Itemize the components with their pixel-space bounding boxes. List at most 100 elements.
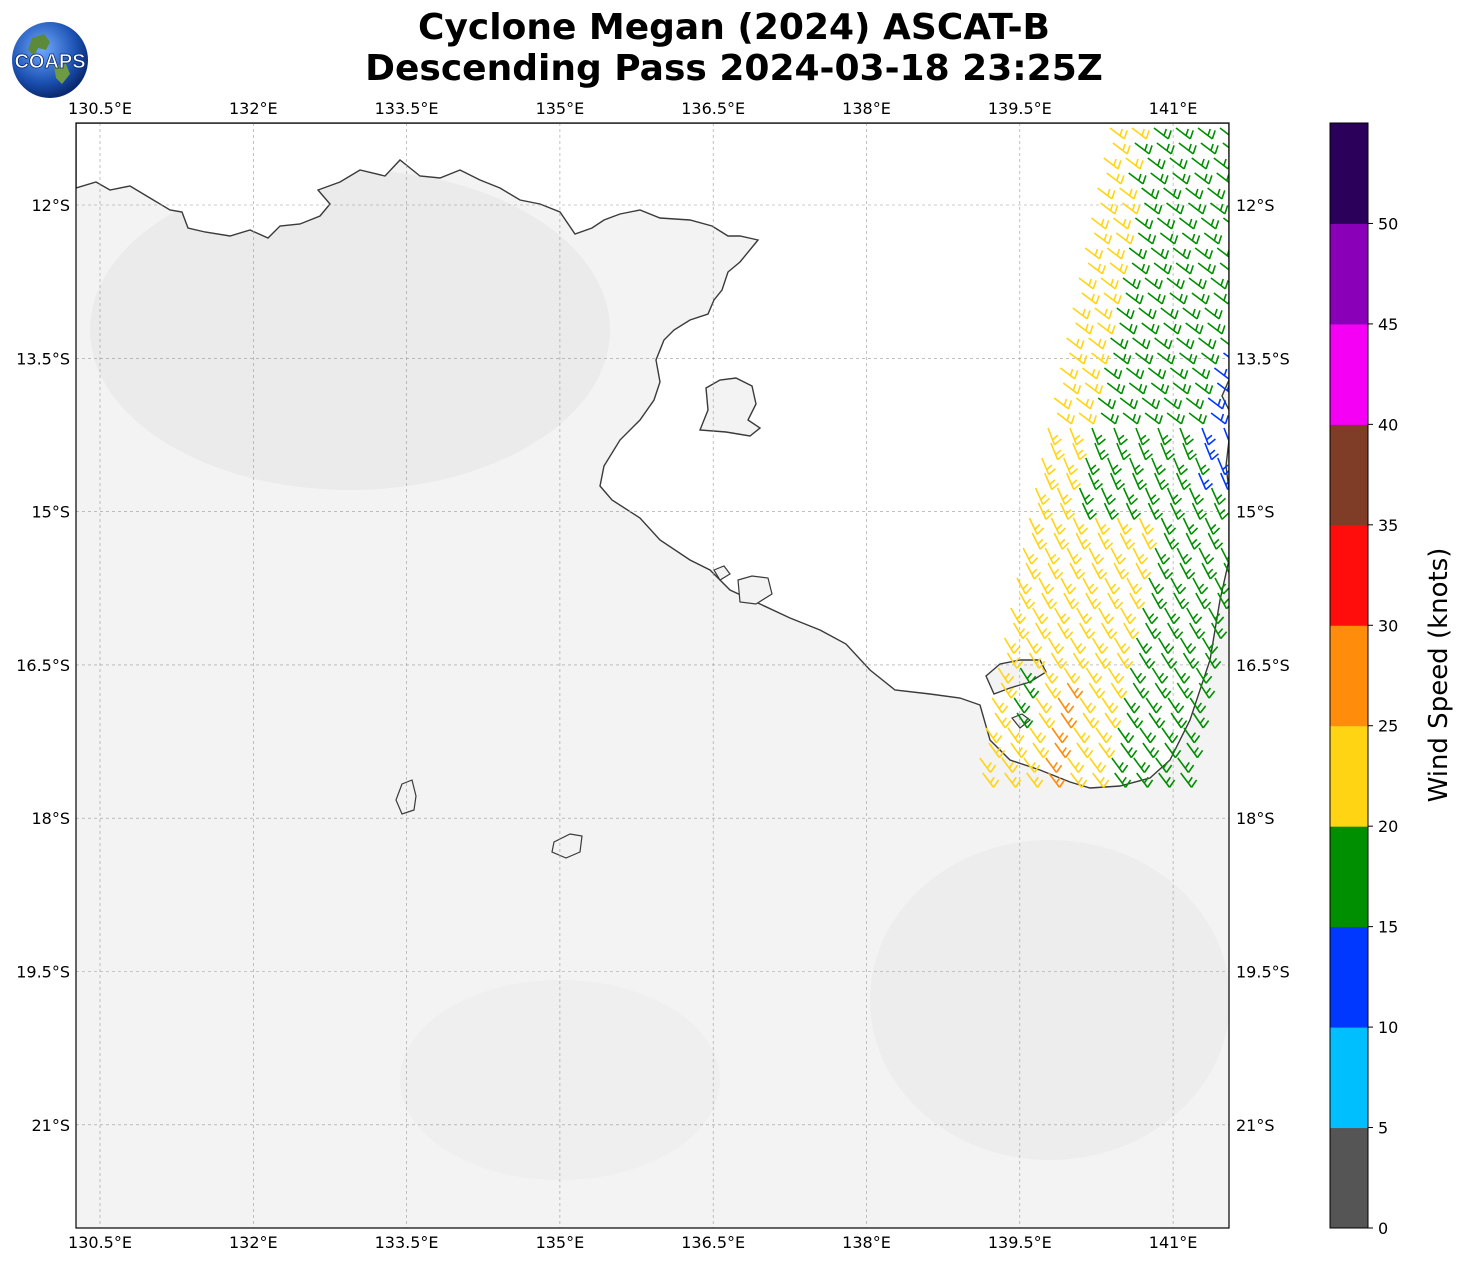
lat-tick-label-right: 15°S xyxy=(1236,503,1275,522)
wind-barb xyxy=(1203,232,1223,245)
wind-barb xyxy=(1186,607,1203,625)
wind-barb xyxy=(1078,487,1095,506)
wind-barb xyxy=(1125,367,1145,380)
island-mornington xyxy=(985,659,1047,695)
wind-barb xyxy=(1078,277,1097,290)
wind-barb xyxy=(1198,547,1215,565)
wind-barb xyxy=(1222,217,1229,224)
wind-barb xyxy=(1189,697,1207,714)
wind-barb xyxy=(1160,307,1179,320)
wind-barb xyxy=(1135,637,1153,654)
wind-barb xyxy=(1175,262,1195,275)
wind-barb xyxy=(1141,187,1160,200)
wind-barb xyxy=(1045,757,1063,773)
wind-barb xyxy=(979,757,997,773)
wind-barb xyxy=(1204,442,1219,461)
wind-barb xyxy=(1173,592,1190,610)
wind-barb xyxy=(1128,382,1148,395)
wind-barb xyxy=(1192,577,1209,595)
wind-barb xyxy=(1047,427,1062,446)
wind-barb xyxy=(1081,292,1100,305)
wind-barb xyxy=(1109,472,1126,491)
wind-barb xyxy=(1097,397,1117,410)
wind-barb xyxy=(1213,502,1229,520)
wind-barb xyxy=(1179,352,1198,365)
wind-barb xyxy=(1091,352,1110,365)
wind-barb xyxy=(1084,247,1104,260)
wind-barb xyxy=(1059,502,1076,520)
wind-barb xyxy=(1122,277,1141,290)
wind-barb xyxy=(1041,592,1058,610)
wind-barb xyxy=(1113,637,1131,654)
wind-barb xyxy=(1114,772,1132,788)
colorbar-segment xyxy=(1330,123,1368,224)
lat-tick-label-left: 18°S xyxy=(31,809,70,828)
wind-barb xyxy=(1147,157,1166,170)
colorbar-segment xyxy=(1330,223,1368,325)
wind-barb xyxy=(1051,727,1069,744)
wind-barb xyxy=(1007,727,1025,744)
wind-barb xyxy=(1163,187,1182,200)
colorbar: 0 5 10 15 20 25 30 35 40 45 50 xyxy=(1329,122,1398,1238)
wind-barb xyxy=(1197,127,1216,140)
wind-barb xyxy=(1097,532,1114,550)
lat-tick-label-left: 12°S xyxy=(31,196,70,215)
wind-barb xyxy=(1204,517,1221,535)
wind-barb xyxy=(1004,772,1022,788)
wind-barb xyxy=(1072,652,1090,669)
terrain-shade xyxy=(870,840,1229,1160)
wind-barb xyxy=(1113,352,1132,365)
wind-barb xyxy=(1125,502,1142,520)
wind-barb xyxy=(1191,292,1210,305)
inland-lake xyxy=(395,779,417,815)
cape-york-coast xyxy=(1221,379,1229,491)
wind-barb xyxy=(1200,142,1219,155)
wind-barb xyxy=(1145,622,1162,640)
wind-barb xyxy=(1210,202,1229,215)
wind-barb xyxy=(1037,502,1054,520)
wind-barb xyxy=(1163,532,1180,550)
wind-barb xyxy=(1166,202,1185,215)
wind-barb xyxy=(1091,562,1108,580)
wind-barb xyxy=(1032,742,1050,759)
wind-barb xyxy=(1117,727,1135,744)
wind-barb xyxy=(1160,442,1175,461)
colorbar-segment xyxy=(1330,424,1368,526)
wind-barb xyxy=(1120,742,1138,759)
wind-barb xyxy=(1044,547,1061,565)
wind-barb xyxy=(1097,322,1116,335)
wind-barb xyxy=(1138,517,1155,535)
wind-barb xyxy=(1060,577,1077,595)
wind-barb xyxy=(1153,262,1173,275)
wind-barb xyxy=(1201,637,1219,654)
wind-barb xyxy=(1138,652,1156,669)
wind-barb xyxy=(1135,427,1150,446)
colorbar-tick-label: 30 xyxy=(1378,616,1398,635)
wind-barb xyxy=(1006,652,1024,669)
lon-tick-label-top: 141°E xyxy=(1149,99,1198,118)
wind-barb xyxy=(1142,742,1160,759)
wind-barb xyxy=(1022,547,1039,565)
wind-barbs xyxy=(979,127,1229,788)
wind-barb xyxy=(1201,352,1220,365)
wind-barb xyxy=(997,667,1015,684)
wind-barb xyxy=(1095,727,1113,744)
wind-barb xyxy=(1194,247,1214,260)
wind-barb xyxy=(1122,412,1142,425)
wind-barb xyxy=(1044,682,1062,699)
wind-barb xyxy=(1094,442,1109,461)
wind-barb xyxy=(1025,562,1042,580)
wind-barb xyxy=(1010,742,1028,759)
wind-barb xyxy=(1116,307,1135,320)
lat-tick-label-right: 12°S xyxy=(1236,196,1275,215)
wind-barb xyxy=(1178,142,1197,155)
wind-barb xyxy=(1050,517,1067,535)
wind-barb xyxy=(1126,712,1144,729)
wind-barb xyxy=(1204,652,1222,669)
wind-barb xyxy=(1069,352,1088,365)
wind-barb xyxy=(1207,532,1224,550)
wind-barb xyxy=(1054,742,1072,759)
wind-barb xyxy=(1025,637,1043,654)
wind-barb xyxy=(1172,172,1191,185)
